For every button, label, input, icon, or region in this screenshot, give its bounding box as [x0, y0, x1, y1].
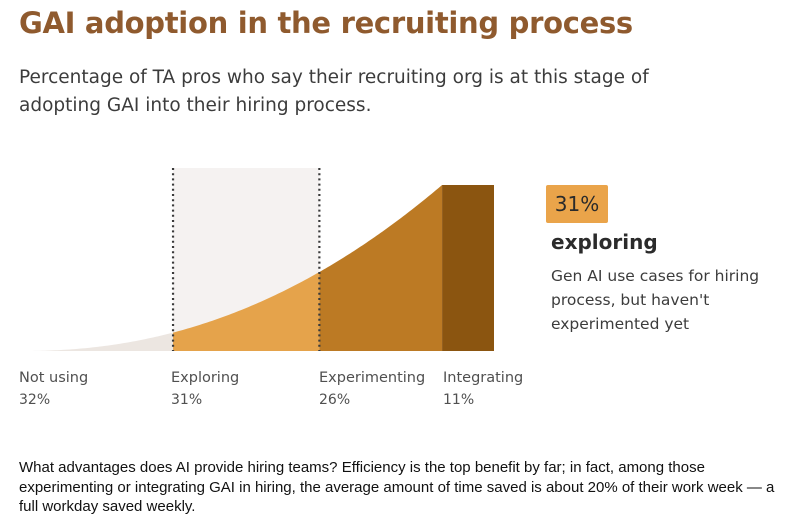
category-value-exploring: 31%: [171, 392, 203, 408]
footnote-text: What advantages does AI provide hiring t…: [19, 459, 775, 515]
segment-exploring: [173, 272, 320, 351]
segment-not-using: [22, 332, 174, 351]
callout-heading: exploring: [551, 230, 658, 254]
category-value-integrating: 11%: [443, 392, 475, 408]
category-label-not-using: Not using: [19, 370, 89, 386]
callout-value-badge: 31%: [546, 185, 608, 223]
segment-experimenting: [319, 185, 443, 351]
chart-subtitle: Percentage of TA pros who say their recr…: [19, 67, 649, 116]
category-label-exploring: Exploring: [171, 370, 240, 386]
chart-title: GAI adoption in the recruiting process: [19, 6, 633, 40]
category-label-experimenting: Experimenting: [319, 370, 426, 386]
category-label-integrating: Integrating: [443, 370, 524, 386]
callout-body: Gen AI use cases for hiring process, but…: [551, 267, 760, 333]
category-value-experimenting: 26%: [319, 392, 351, 408]
category-value-not-using: 32%: [19, 392, 51, 408]
adoption-area-chart: [22, 168, 494, 351]
segment-integrating: [442, 185, 494, 351]
